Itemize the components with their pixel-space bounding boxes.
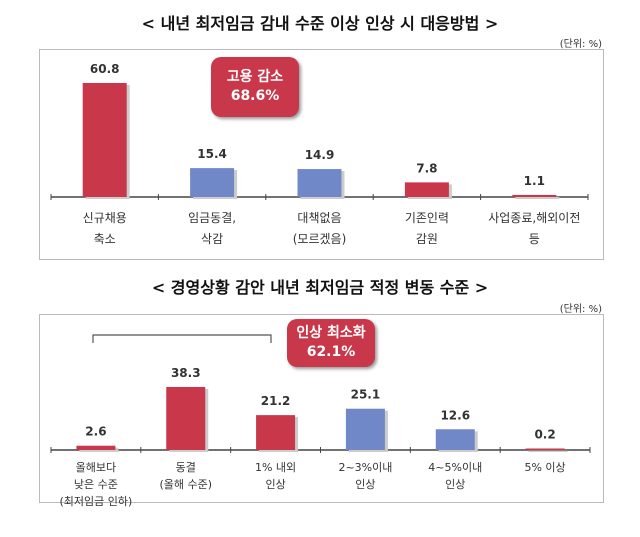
bar-1	[166, 386, 206, 450]
chart1-unit: (단위: %)	[559, 39, 602, 50]
callout-line2: 68.6%	[230, 88, 280, 104]
value-label: 38.3	[171, 366, 201, 380]
bar-2	[297, 169, 342, 197]
chart1-frame	[39, 49, 604, 260]
bar-3	[404, 182, 449, 197]
value-label: 21.2	[261, 394, 291, 408]
chart2-title: < 경영상황 감안 내년 최저임금 적정 변동 수준 >	[151, 278, 489, 297]
value-label: 25.1	[351, 388, 381, 402]
value-label: 7.8	[416, 161, 437, 175]
category-label: (최저임금 인하)	[60, 494, 133, 508]
category-label: 기존인력	[405, 211, 449, 225]
value-label: 2.6	[85, 425, 106, 439]
category-label: 인상	[355, 478, 375, 491]
value-label: 15.4	[197, 147, 227, 161]
category-label: 올해보다	[76, 460, 116, 474]
chart1-title: < 내년 최저임금 감내 수준 이상 인상 시 대응방법 >	[141, 14, 499, 33]
category-label: (올해 수준)	[159, 477, 212, 491]
bar-1	[190, 168, 235, 197]
chart2-unit: (단위: %)	[559, 304, 602, 315]
chart2-bracket	[92, 334, 272, 343]
category-label: 축소	[94, 232, 116, 246]
category-label: 삭감	[201, 232, 223, 246]
bar-4	[512, 194, 557, 197]
chart2-callout: 인상 최소화 62.1%	[287, 319, 375, 367]
category-label: 동결	[176, 461, 196, 474]
callout-line2: 62.1%	[306, 344, 356, 360]
bar-4	[435, 429, 475, 450]
category-label: 신규채용	[83, 211, 127, 225]
category-label: 인상	[265, 478, 285, 491]
bar-2	[256, 415, 296, 450]
category-label: 대책없음	[297, 210, 341, 225]
category-label: 4~5%이내	[428, 461, 482, 474]
bar-0	[82, 83, 127, 197]
category-label: 낮은 수준	[74, 478, 118, 491]
chart1-callout: 고용 감소 68.6%	[211, 57, 299, 117]
value-label: 1.1	[524, 174, 545, 188]
category-label: 사업종료,해외이전	[488, 211, 580, 225]
callout-line1: 고용 감소	[226, 69, 284, 85]
value-label: 60.8	[90, 62, 120, 76]
bar-shadow	[528, 450, 568, 452]
category-label: 감원	[416, 232, 438, 246]
bar-0	[76, 445, 116, 450]
bar-5	[525, 448, 565, 450]
callout-line1: 인상 최소화	[296, 325, 366, 341]
category-label: 1% 내외	[255, 461, 296, 474]
value-label: 12.6	[440, 408, 470, 422]
bar-shadow	[515, 196, 560, 199]
value-label: 14.9	[305, 148, 335, 162]
category-label: 인상	[445, 478, 465, 491]
category-label: (모르겠음)	[293, 232, 347, 246]
category-label: 5% 이상	[524, 461, 565, 474]
category-label: 임금동결,	[188, 211, 236, 225]
category-label: 등	[529, 232, 540, 246]
value-label: 0.2	[534, 428, 555, 442]
bar-3	[345, 408, 385, 450]
category-label: 2~3%이내	[338, 461, 392, 474]
